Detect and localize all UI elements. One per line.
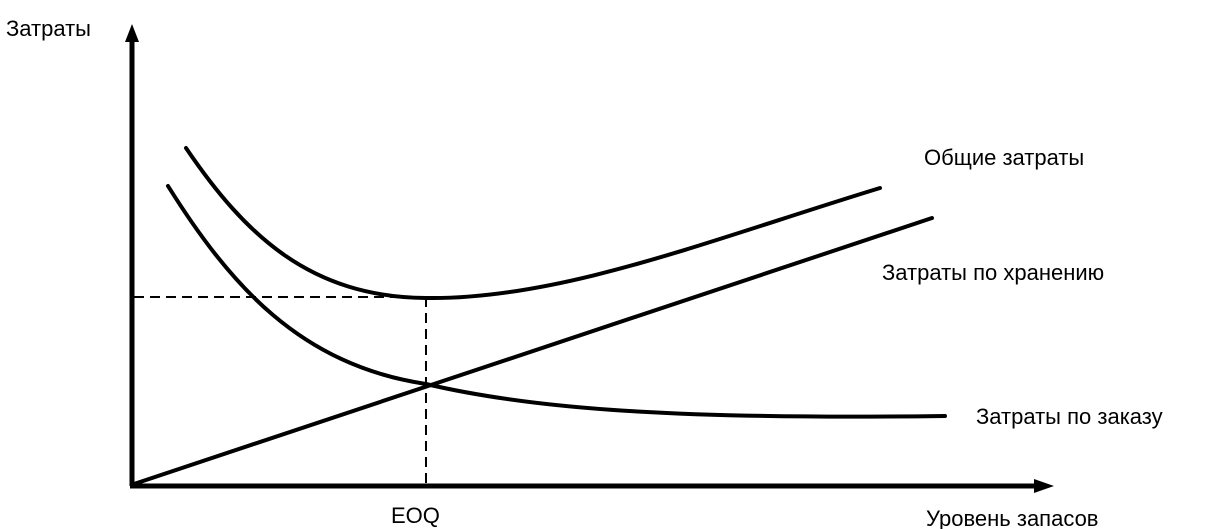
- x-axis-arrow-icon: [1034, 479, 1054, 493]
- holding-cost-line: [132, 216, 934, 486]
- holding-cost-label: Затраты по хранению: [882, 260, 1104, 285]
- ordering-cost-curve: [166, 184, 947, 419]
- eoq-label: EOQ: [391, 503, 440, 528]
- y-axis-label: Затраты: [6, 16, 91, 41]
- x-axis-label: Уровень запасов: [926, 506, 1099, 529]
- y-axis-arrow-icon: [125, 24, 139, 42]
- ordering-cost-label: Затраты по заказу: [976, 404, 1163, 429]
- total-cost-curve: [184, 146, 882, 301]
- total-cost-label: Общие затраты: [924, 145, 1084, 170]
